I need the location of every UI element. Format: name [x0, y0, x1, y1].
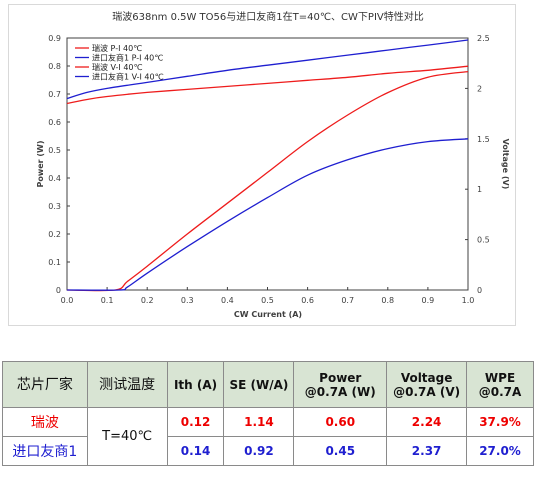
x-tick-label: 0.4 [221, 296, 234, 305]
chart-plot-area [66, 39, 469, 292]
x-tick-label: 0.5 [261, 296, 274, 305]
wpe-cell: 27.0% [466, 436, 534, 466]
y2-axis-label: Voltage (V) [501, 139, 510, 190]
y-tick-label: 0.5 [48, 146, 61, 155]
wpe-cell: 37.9% [466, 407, 534, 437]
series-line-3 [66, 39, 469, 100]
y-tick-label: 0.9 [48, 34, 61, 43]
se-cell: 0.92 [223, 436, 295, 466]
legend-label-3: 进口友商1 V-I 40℃ [92, 72, 164, 82]
header-wpe: WPE @0.7A [466, 361, 534, 408]
header-vendor: 芯片厂家 [2, 361, 88, 408]
y2-tick-label: 1.5 [477, 135, 490, 144]
x-tick-label: 0.1 [101, 296, 114, 305]
x-axis-label: CW Current (A) [234, 310, 302, 319]
header-ith: Ith (A) [166, 361, 225, 408]
piv-chart: 瑞波638nm 0.5W TO56与进口友商1在T=40℃、CW下PIV特性对比… [36, 10, 510, 319]
ith-cell: 0.12 [166, 407, 225, 437]
y-tick-label: 0.8 [48, 62, 61, 71]
legend-label-1: 进口友商1 P-I 40℃ [92, 53, 163, 63]
y-tick-label: 0.2 [48, 230, 61, 239]
x-tick-label: 0.6 [301, 296, 314, 305]
y2-tick-label: 2 [477, 84, 482, 93]
x-tick-label: 1.0 [462, 296, 475, 305]
x-tick-label: 0.7 [341, 296, 354, 305]
x-tick-label: 0.9 [422, 296, 435, 305]
chart-title: 瑞波638nm 0.5W TO56与进口友商1在T=40℃、CW下PIV特性对比 [112, 10, 424, 23]
y-tick-label: 0.6 [48, 118, 61, 127]
spec-comparison-table: 芯片厂家 测试温度 Ith (A) SE (W/A) Power @0.7A (W… [2, 361, 534, 466]
y2-tick-label: 0.5 [477, 236, 490, 245]
table-row: 瑞波 T=40℃ 0.12 1.14 0.60 2.24 37.9% [2, 407, 534, 466]
header-se: SE (W/A) [223, 361, 295, 408]
legend-label-0: 瑞波 P-I 40℃ [92, 43, 142, 53]
x-tick-label: 0.0 [61, 296, 74, 305]
power-cell: 0.60 [293, 407, 388, 437]
legend-label-2: 瑞波 V-I 40℃ [92, 62, 143, 72]
series-line-0 [66, 70, 469, 292]
voltage-cell: 2.24 [386, 407, 468, 437]
table-header-row: 芯片厂家 测试温度 Ith (A) SE (W/A) Power @0.7A (W… [2, 361, 534, 408]
header-temperature: 测试温度 [86, 361, 168, 408]
header-power: Power @0.7A (W) [293, 361, 388, 408]
temperature-cell: T=40℃ [86, 407, 168, 466]
vendor-cell: 进口友商1 [2, 436, 88, 466]
power-cell: 0.45 [293, 436, 388, 466]
y2-tick-label: 1 [477, 185, 482, 194]
header-voltage: Voltage @0.7A (V) [386, 361, 468, 408]
voltage-cell: 2.37 [386, 436, 468, 466]
x-tick-label: 0.8 [381, 296, 394, 305]
y-tick-label: 0.3 [48, 202, 61, 211]
vendor-cell: 瑞波 [2, 407, 88, 437]
ith-cell: 0.14 [166, 436, 225, 466]
y-axis-label: Power (W) [36, 140, 45, 187]
se-cell: 1.14 [223, 407, 295, 437]
table-row: 进口友商1 0.14 0.92 0.45 2.37 27.0% [2, 436, 534, 466]
y-tick-label: 0.7 [48, 90, 61, 99]
y2-tick-label: 2.5 [477, 34, 490, 43]
y-tick-label: 0 [56, 286, 61, 295]
x-tick-label: 0.2 [141, 296, 154, 305]
series-line-1 [66, 138, 469, 291]
x-tick-label: 0.3 [181, 296, 194, 305]
y-tick-label: 0.1 [48, 258, 61, 267]
y2-tick-label: 0 [477, 286, 482, 295]
series-line-2 [66, 65, 469, 105]
chart-axes: 0.0 0.1 0.2 0.3 0.4 0.5 0.6 0.7 0.8 0.9 1.000.10.2… [48, 34, 489, 305]
chart-container [8, 4, 516, 326]
y-tick-label: 0.4 [48, 174, 61, 183]
